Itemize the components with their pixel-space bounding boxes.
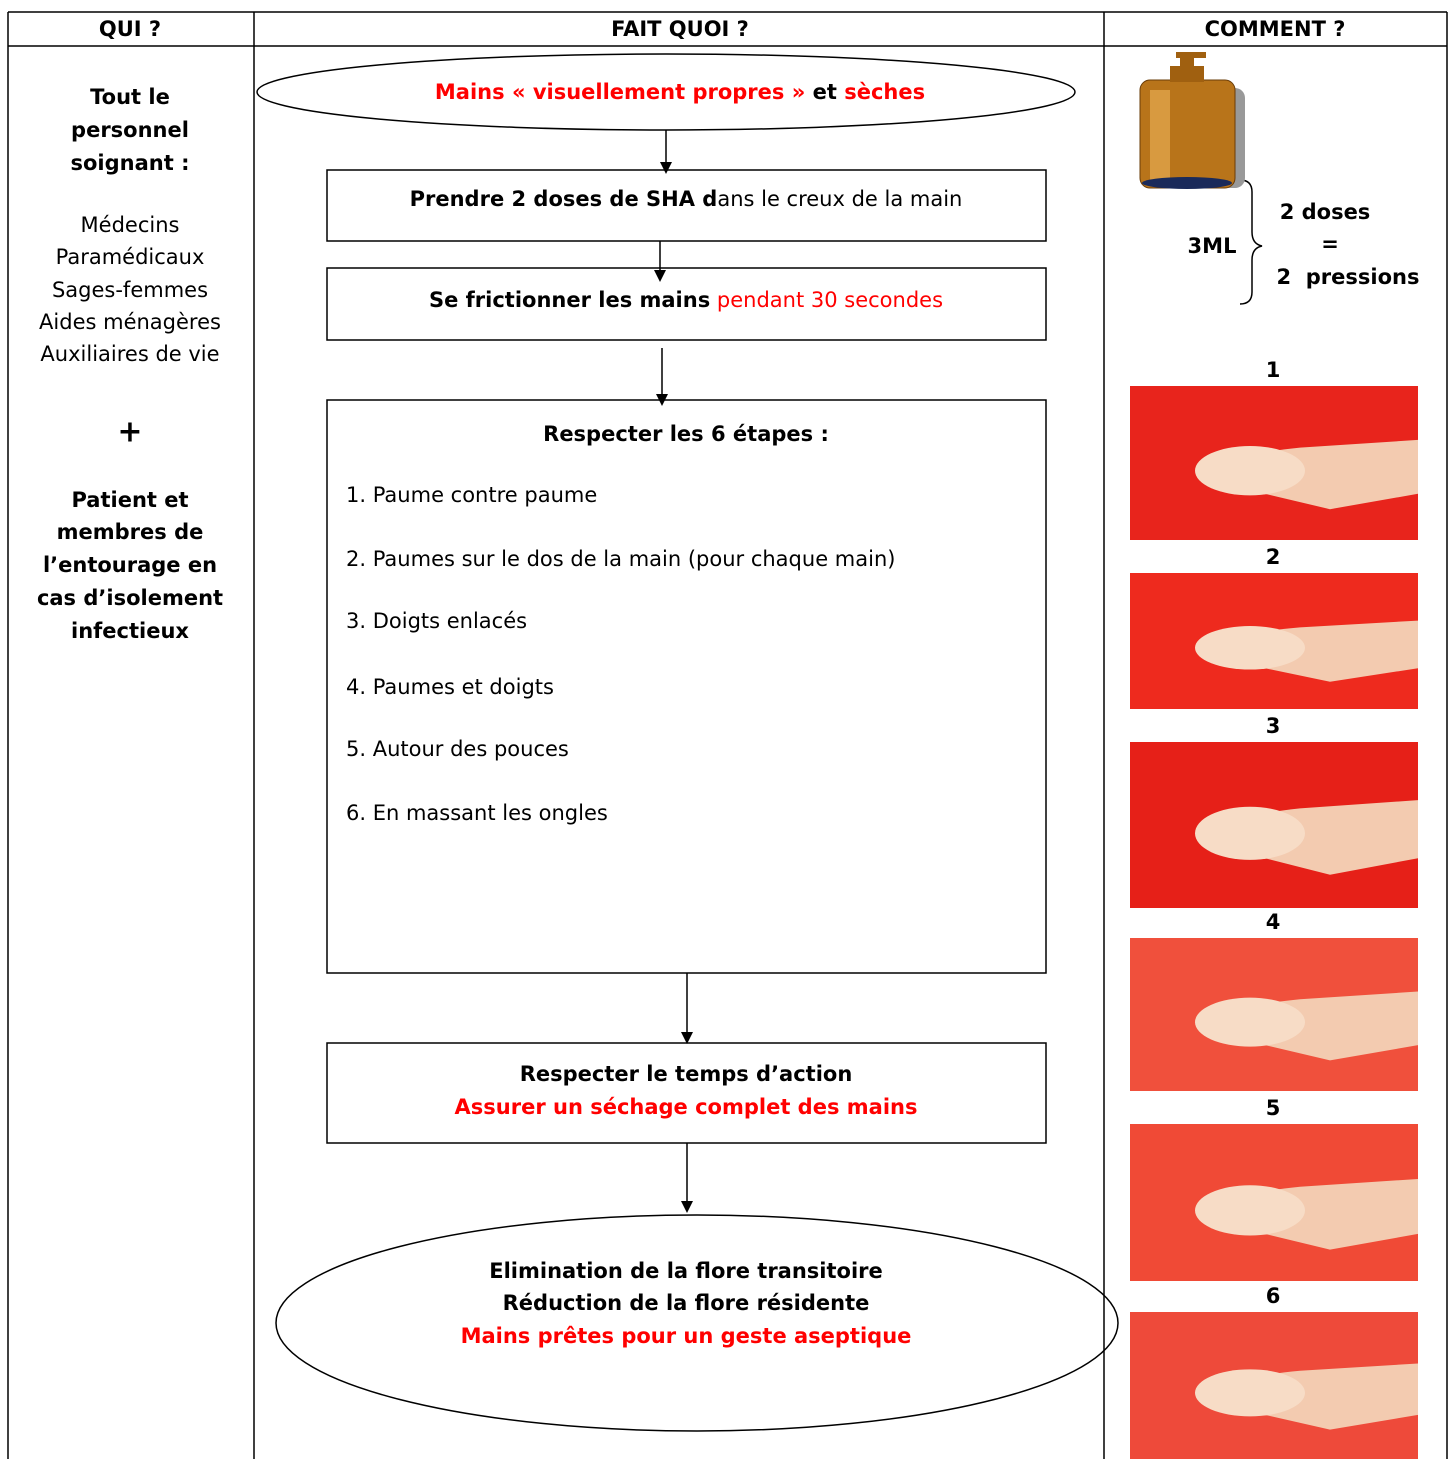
patient: l’entourage en	[42, 553, 218, 577]
role: Paramédicaux	[55, 245, 205, 269]
step-item: 5. Autour des pouces	[346, 737, 569, 761]
patient: cas d’isolement	[36, 586, 224, 610]
doses: =	[1321, 232, 1339, 256]
patient: Patient et	[71, 488, 189, 512]
photo-label: 4	[1265, 910, 1281, 934]
text: Prendre 2 doses de SHA d	[409, 187, 718, 211]
step-text: Se frictionner les mains pendant 30 seco…	[429, 288, 943, 312]
role: Sages-femmes	[51, 278, 209, 302]
text: ans le creux de la main	[717, 187, 963, 211]
plus: +	[117, 414, 143, 450]
staff-title: Tout le	[90, 85, 170, 109]
role: Médecins	[80, 213, 180, 237]
patient: membres de	[56, 520, 204, 544]
photo-part	[1195, 806, 1305, 860]
end-text: Réduction de la flore résidente	[502, 1291, 870, 1315]
text: pendant 30 secondes	[716, 288, 944, 312]
photo-label: 5	[1265, 1096, 1281, 1120]
doses: 2 doses	[1279, 200, 1371, 224]
step-text: Assurer un séchage complet des mains	[454, 1095, 918, 1119]
column-header: COMMENT ?	[1204, 17, 1346, 41]
step-item: 6. En massant les ongles	[346, 801, 608, 825]
staff-title: soignant :	[70, 151, 190, 175]
photo-label: 6	[1265, 1284, 1281, 1308]
step-item: 2. Paumes sur le dos de la main (pour ch…	[346, 547, 896, 571]
step-text: Respecter le temps d’action	[519, 1062, 853, 1086]
step-item: 1. Paume contre paume	[346, 483, 598, 507]
text: Se frictionner les mains	[428, 288, 711, 312]
step-item: 3. Doigts enlacés	[346, 609, 528, 633]
column-header: FAIT QUOI ?	[611, 17, 749, 41]
photo-part	[1195, 1185, 1305, 1236]
photo-part	[1195, 626, 1305, 670]
text: et	[812, 80, 837, 104]
step-text: Prendre 2 doses de SHA dans le creux de …	[410, 187, 963, 211]
staff-title: personnel	[71, 118, 189, 142]
column-header: QUI ?	[98, 17, 162, 41]
photo-part	[1195, 446, 1305, 496]
text: sèches	[844, 80, 926, 104]
photo-label: 1	[1265, 358, 1281, 382]
role: Auxiliaires de vie	[40, 342, 220, 366]
end-text: Mains prêtes pour un geste aseptique	[460, 1324, 912, 1348]
volume: 3ML	[1187, 234, 1237, 258]
photo-label: 2	[1265, 545, 1281, 569]
step-title: Respecter les 6 étapes :	[543, 422, 829, 446]
photo-label: 3	[1265, 714, 1281, 738]
patient: infectieux	[71, 619, 189, 643]
photo-part	[1195, 997, 1305, 1047]
doses: 2 pressions	[1276, 265, 1420, 289]
photo-part	[1195, 1369, 1305, 1417]
step-item: 4. Paumes et doigts	[346, 675, 554, 699]
role: Aides ménagères	[39, 310, 221, 334]
start-text: Mains « visuellement propres » et sèches	[435, 80, 925, 104]
text: Mains « visuellement propres »	[434, 80, 806, 104]
end-text: Elimination de la flore transitoire	[489, 1259, 883, 1283]
